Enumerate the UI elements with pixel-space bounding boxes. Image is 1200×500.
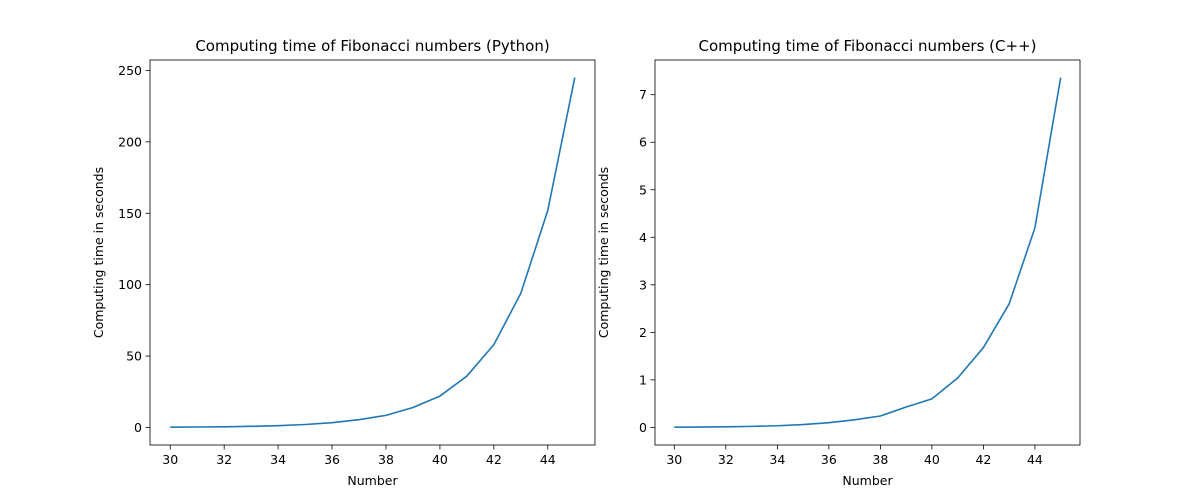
y-tick-label: 2 (639, 325, 647, 340)
x-tick-label: 36 (324, 452, 340, 467)
y-tick-label: 3 (639, 277, 647, 292)
x-axis-label: Number (347, 473, 398, 488)
x-tick-label: 30 (162, 452, 178, 467)
series-line-0 (674, 77, 1062, 428)
y-axis-label: Computing time in seconds (91, 167, 106, 338)
y-tick-label: 100 (118, 277, 142, 292)
y-tick-label: 0 (639, 420, 647, 435)
series-line-0 (170, 77, 576, 429)
y-tick-label: 0 (134, 420, 142, 435)
chart-title: Computing time of Fibonacci numbers (Pyt… (195, 37, 549, 55)
y-tick-label: 6 (639, 135, 647, 150)
y-tick-label: 1 (639, 372, 647, 387)
x-axis-label: Number (842, 473, 893, 488)
x-tick-label: 40 (924, 452, 940, 467)
axes-frame (654, 59, 1081, 446)
x-tick-label: 38 (378, 452, 394, 467)
chart-title: Computing time of Fibonacci numbers (C++… (699, 37, 1037, 55)
axes-frame (149, 59, 596, 446)
x-tick-label: 30 (666, 452, 682, 467)
x-tick-label: 42 (975, 452, 991, 467)
x-tick-label: 32 (216, 452, 232, 467)
x-tick-label: 38 (872, 452, 888, 467)
y-tick-label: 50 (126, 349, 142, 364)
y-tick-label: 250 (118, 63, 142, 78)
y-tick-label: 200 (118, 134, 142, 149)
chart-panel-0: 30 32 34 36 38 40 42 44 0 50 100 150 200 250 Computing… (91, 37, 596, 488)
x-tick-label: 36 (821, 452, 837, 467)
x-tick-label: 44 (1027, 452, 1043, 467)
x-tick-label: 40 (432, 452, 448, 467)
y-tick-label: 7 (639, 87, 647, 102)
y-tick-label: 150 (118, 206, 142, 221)
y-tick-label: 4 (639, 230, 647, 245)
x-tick-label: 44 (540, 452, 556, 467)
x-tick-label: 34 (270, 452, 286, 467)
x-tick-label: 42 (486, 452, 502, 467)
y-axis-label: Computing time in seconds (596, 167, 611, 338)
y-tick-label: 5 (639, 182, 647, 197)
x-tick-label: 32 (718, 452, 734, 467)
x-tick-label: 34 (769, 452, 785, 467)
